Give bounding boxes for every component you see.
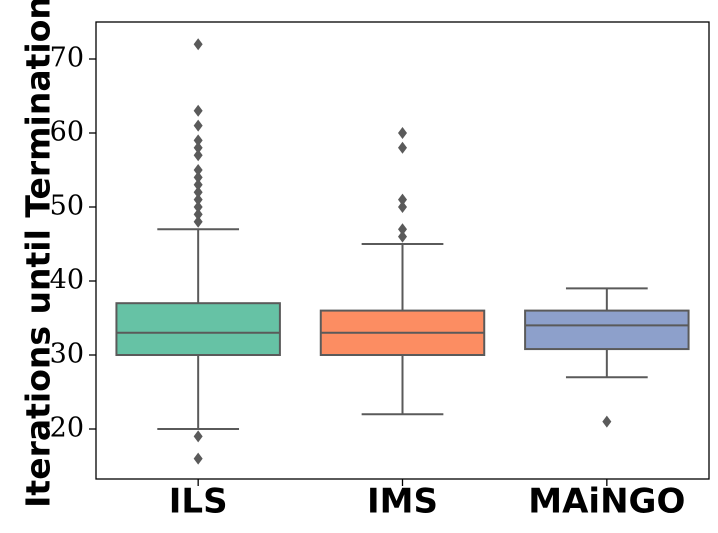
- y-tick-label: 40: [50, 265, 84, 296]
- outlier-point: [193, 38, 203, 51]
- outlier-point: [193, 430, 203, 443]
- outlier-point: [193, 164, 203, 176]
- outlier-point: [398, 193, 407, 206]
- y-tick-label: 20: [50, 413, 84, 444]
- iqr-box: [524, 309, 690, 351]
- outlier-point: [193, 452, 203, 465]
- outlier-point: [193, 201, 203, 213]
- outlier-point: [193, 149, 203, 162]
- outlier-point: [398, 127, 407, 139]
- iqr-box: [115, 302, 281, 357]
- x-axis: ILS IMS MAiNGO: [169, 479, 685, 522]
- outlier-point: [398, 223, 407, 236]
- outlier-point: [193, 141, 203, 154]
- y-tick-label: 70: [50, 43, 84, 74]
- outlier-point: [193, 193, 203, 206]
- y-tick-label: 50: [50, 191, 84, 222]
- outlier-point: [193, 134, 203, 147]
- box-group: [524, 287, 690, 428]
- y-tick-label: 60: [50, 117, 84, 148]
- outlier-point: [193, 186, 203, 199]
- outlier-point: [398, 201, 407, 213]
- outlier-point: [398, 230, 407, 243]
- outlier-point: [398, 141, 407, 154]
- outlier-point: [193, 171, 203, 184]
- y-axis-title: Iterations until Termination: [19, 0, 58, 508]
- boxes-layer: [115, 38, 690, 465]
- outlier-point: [193, 119, 203, 132]
- box-group: [319, 127, 486, 416]
- y-axis: 20 30 40 50 60 70: [50, 43, 96, 444]
- y-tick-label: 30: [50, 339, 84, 370]
- x-tick-label: MAiNGO: [528, 482, 685, 522]
- x-tick-label: ILS: [169, 482, 228, 522]
- outlier-point: [193, 178, 203, 191]
- x-tick-label: IMS: [367, 482, 438, 522]
- outlier-point: [193, 215, 203, 228]
- outlier-point: [193, 208, 203, 221]
- outlier-point: [193, 104, 203, 117]
- outlier-point: [602, 415, 612, 428]
- box-group: [115, 38, 281, 465]
